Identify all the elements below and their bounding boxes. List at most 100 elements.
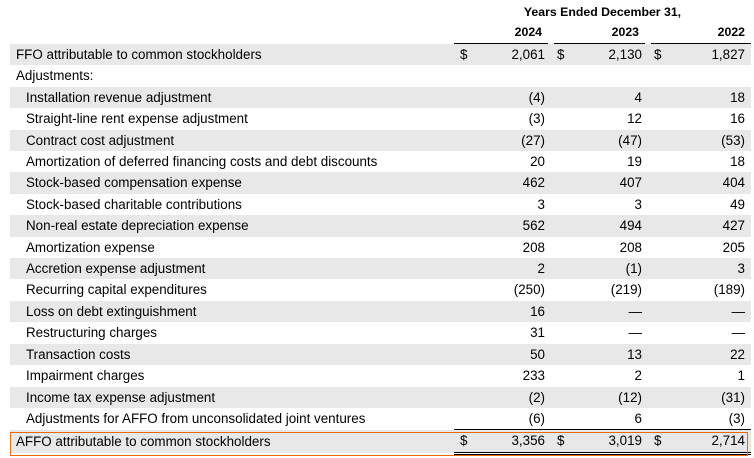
cell-value: 2 — [474, 258, 551, 280]
cell-value: (6) — [528, 410, 545, 426]
table-row: Non-real estate depreciation expense 562 4… — [10, 215, 751, 237]
currency-symbol: $ — [648, 43, 668, 66]
cell-value: (31) — [668, 386, 751, 408]
row-label: Amortization expense — [26, 239, 155, 255]
cell-value: (219) — [610, 282, 642, 298]
cell-value: 427 — [668, 215, 751, 237]
cell-value: (27) — [474, 129, 551, 152]
cell-value: (3) — [528, 111, 545, 127]
year-header: 2024 — [474, 22, 551, 44]
row-label: Transaction costs — [10, 343, 454, 366]
table-row: Contract cost adjustment (27) (47) (53) — [10, 129, 751, 152]
cell-value: 1,827 — [668, 43, 751, 66]
row-label: Adjustments for AFFO from unconsolidated… — [26, 411, 366, 427]
table-row: Stock-based charitable contributions 3 3 49 — [10, 194, 751, 215]
cell-value: 18 — [668, 86, 751, 109]
currency-symbol: $ — [551, 43, 571, 66]
cell-value: 3 — [668, 258, 751, 280]
row-label: Non-real estate depreciation expense — [10, 215, 454, 237]
ffo-row: FFO attributable to common stockholders … — [10, 43, 751, 66]
table-row: Installation revenue adjustment (4) 4 18 — [10, 86, 751, 109]
cell-value: (12) — [571, 386, 648, 408]
row-label: AFFO attributable to common stockholders — [10, 429, 454, 454]
cell-value: 50 — [474, 343, 551, 366]
cell-value: 562 — [474, 215, 551, 237]
table-row: Income tax expense adjustment (2) (12) (31) — [10, 386, 751, 408]
table-row: Stock-based compensation expense 462 407 40… — [10, 172, 751, 194]
cell-value: 208 — [619, 239, 642, 255]
table-row: Impairment charges 233 2 1 — [10, 365, 751, 386]
cell-value: 2,130 — [571, 43, 648, 66]
row-label: Amortization of deferred financing costs… — [26, 154, 378, 170]
cell-value: 3,019 — [571, 429, 648, 455]
cell-value: 2,061 — [474, 43, 551, 66]
cell-value: 49 — [730, 196, 745, 212]
cell-value: 233 — [522, 368, 545, 384]
cell-value: 1 — [737, 368, 745, 384]
row-label: Stock-based charitable contributions — [26, 196, 242, 212]
table-row: Restructuring charges 31 — — — [10, 322, 751, 343]
affo-reconciliation-table: Years Ended December 31, 2024 2023 2022 … — [10, 3, 751, 455]
cell-value: 462 — [474, 172, 551, 194]
row-label: Installation revenue adjustment — [10, 86, 454, 109]
cell-value: (53) — [668, 129, 751, 152]
cell-value: (2) — [474, 386, 551, 408]
currency-symbol: $ — [551, 429, 571, 455]
cell-value: (250) — [513, 282, 545, 298]
cell-value: 2,714 — [668, 429, 751, 455]
table-row: Loss on debt extinguishment 16 — — — [10, 300, 751, 323]
year-header: 2023 — [571, 22, 648, 44]
table-row: Transaction costs 50 13 22 — [10, 343, 751, 366]
header-years-row: 2024 2023 2022 — [10, 22, 751, 44]
cell-value: 31 — [530, 325, 545, 341]
currency-symbol: $ — [454, 43, 474, 66]
table-row: Amortization expense 208 208 205 — [10, 237, 751, 258]
table-row: Recurring capital expenditures (250) (219)… — [10, 279, 751, 300]
cell-value: (47) — [571, 129, 648, 152]
cell-value: 3 — [537, 196, 545, 212]
cell-value: — — [571, 300, 648, 323]
cell-value: 16 — [730, 111, 745, 127]
row-label: Contract cost adjustment — [10, 129, 454, 152]
row-label: Loss on debt extinguishment — [10, 300, 454, 323]
cell-value: — — [628, 325, 642, 341]
cell-value: 407 — [571, 172, 648, 194]
cell-value: (1) — [571, 258, 648, 280]
cell-value: 494 — [571, 215, 648, 237]
cell-value: 12 — [627, 111, 642, 127]
row-label: Recurring capital expenditures — [26, 282, 207, 298]
cell-value: 16 — [474, 300, 551, 323]
cell-value: — — [668, 300, 751, 323]
row-label: Impairment charges — [26, 368, 145, 384]
cell-value: (189) — [713, 282, 745, 298]
cell-value: 13 — [571, 343, 648, 366]
cell-value: 205 — [722, 239, 745, 255]
header-caption-row: Years Ended December 31, — [10, 3, 751, 22]
adjustments-heading: Adjustments: — [16, 68, 94, 84]
row-label: Straight-line rent expense adjustment — [26, 111, 248, 127]
cell-value: 19 — [627, 154, 642, 170]
cell-value: 3 — [634, 196, 642, 212]
row-label: Accretion expense adjustment — [10, 258, 454, 280]
years-caption: Years Ended December 31, — [523, 5, 682, 19]
cell-value: 208 — [522, 239, 545, 255]
table-row: Adjustments for AFFO from unconsolidated… — [10, 408, 751, 430]
cell-value: 18 — [730, 154, 745, 170]
table-row: Amortization of deferred financing costs… — [10, 151, 751, 172]
cell-value: 6 — [634, 410, 642, 426]
table-row: Straight-line rent expense adjustment (3)… — [10, 108, 751, 129]
table-row: Accretion expense adjustment 2 (1) 3 — [10, 258, 751, 280]
row-label: Stock-based compensation expense — [10, 172, 454, 194]
cell-value: — — [731, 325, 745, 341]
cell-value: 404 — [668, 172, 751, 194]
cell-value: 3,356 — [474, 429, 551, 455]
cell-value: (3) — [728, 410, 745, 426]
cell-value: 20 — [530, 154, 545, 170]
cell-value: (4) — [474, 86, 551, 109]
cell-value: 2 — [634, 368, 642, 384]
affo-total-row: AFFO attributable to common stockholders… — [10, 429, 751, 455]
currency-symbol: $ — [648, 429, 668, 455]
currency-symbol: $ — [454, 429, 474, 455]
year-header: 2022 — [668, 22, 751, 44]
